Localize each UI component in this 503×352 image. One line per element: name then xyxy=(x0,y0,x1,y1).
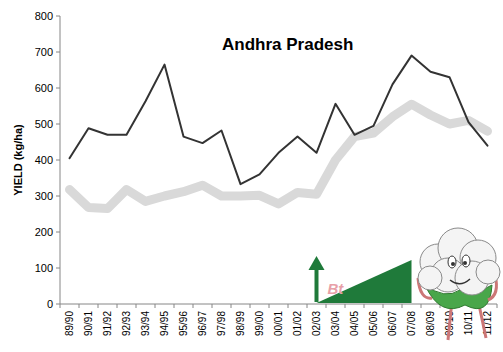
x-tick xyxy=(497,304,498,308)
x-tick-label: 04/05 xyxy=(349,311,360,336)
x-tick-label: 93/94 xyxy=(140,311,151,336)
y-tick xyxy=(56,16,60,17)
x-tick xyxy=(193,304,194,308)
x-tick-label: 91/92 xyxy=(102,311,113,336)
x-tick xyxy=(79,304,80,308)
x-tick xyxy=(250,304,251,308)
x-tick-label: 92/93 xyxy=(121,311,132,336)
y-tick xyxy=(56,52,60,53)
x-tick xyxy=(326,304,327,308)
y-tick xyxy=(56,196,60,197)
x-tick-label: 05/06 xyxy=(368,311,379,336)
x-tick-label: 07/08 xyxy=(406,311,417,336)
series-line xyxy=(70,56,488,185)
y-tick-label: 200 xyxy=(35,226,53,238)
x-tick xyxy=(174,304,175,308)
x-tick xyxy=(421,304,422,308)
x-tick xyxy=(136,304,137,308)
y-tick xyxy=(56,232,60,233)
y-tick xyxy=(56,160,60,161)
x-tick xyxy=(60,304,61,308)
x-tick xyxy=(402,304,403,308)
x-tick xyxy=(117,304,118,308)
x-tick xyxy=(364,304,365,308)
x-tick xyxy=(212,304,213,308)
x-tick-label: 99/00 xyxy=(254,311,265,336)
y-tick xyxy=(56,124,60,125)
x-tick-label: 03/04 xyxy=(330,311,341,336)
y-tick-label: 300 xyxy=(35,190,53,202)
chart: 0 100 200 300 400 500 600 700 800 89/90 90/91 91/92… xyxy=(0,0,503,352)
y-tick-label: 100 xyxy=(35,262,53,274)
x-tick xyxy=(307,304,308,308)
y-tick-label: 600 xyxy=(35,82,53,94)
annotation: Bt xyxy=(328,280,345,297)
y-tick xyxy=(56,268,60,269)
cotton-cartoon xyxy=(418,228,500,340)
x-tick-label: 98/99 xyxy=(235,311,246,336)
x-tick-label: 94/95 xyxy=(159,311,170,336)
x-tick-label: 06/07 xyxy=(387,311,398,336)
x-tick-label: 97/98 xyxy=(216,311,227,336)
plot-lines xyxy=(70,56,488,209)
y-tick-label: 0 xyxy=(47,298,53,310)
series-line xyxy=(70,104,488,208)
x-tick-label: 96/97 xyxy=(197,311,208,336)
x-tick-label: 90/91 xyxy=(83,311,94,336)
y-tick-label: 400 xyxy=(35,154,53,166)
y-tick xyxy=(56,304,60,305)
x-tick-label: 95/96 xyxy=(178,311,189,336)
x-tick-label: 08/09 xyxy=(425,311,436,336)
y-tick-label: 700 xyxy=(35,46,53,58)
y-axis-label: YIELD (kg/ha) xyxy=(12,124,24,196)
x-tick xyxy=(98,304,99,308)
x-tick-label: 10/11 xyxy=(463,311,474,336)
bt-wedge xyxy=(317,260,412,303)
x-tick xyxy=(269,304,270,308)
y-tick xyxy=(56,88,60,89)
x-tick xyxy=(345,304,346,308)
x-axis xyxy=(60,304,497,305)
title: Andhra Pradesh xyxy=(222,35,353,54)
x-tick-label: 89/90 xyxy=(64,311,75,336)
x-tick xyxy=(155,304,156,308)
bt-arrow-shaft xyxy=(315,268,319,302)
x-tick-label: 00/01 xyxy=(273,311,284,336)
x-tick-label: 01/02 xyxy=(292,311,303,336)
x-tick-label: 02/03 xyxy=(311,311,322,336)
y-tick-label: 800 xyxy=(35,10,53,22)
y-tick-label: 500 xyxy=(35,118,53,130)
bt-arrow-head xyxy=(309,256,325,270)
x-tick xyxy=(288,304,289,308)
x-tick xyxy=(231,304,232,308)
x-tick xyxy=(383,304,384,308)
